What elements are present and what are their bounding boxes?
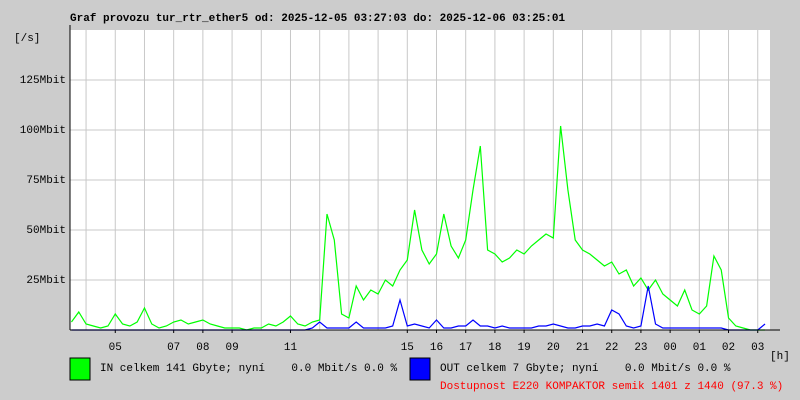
x-tick-label: 20 bbox=[547, 342, 560, 354]
x-tick-label: 09 bbox=[225, 342, 238, 354]
y-unit-label: [/s] bbox=[14, 33, 40, 45]
y-tick-label: 100Mbit bbox=[20, 125, 66, 137]
series-line bbox=[70, 125, 766, 331]
x-tick-label: 23 bbox=[634, 342, 647, 354]
x-tick-label: 08 bbox=[196, 342, 209, 354]
availability-note: Dostupnost E220 KOMPAKTOR semik 1401 z 1… bbox=[440, 381, 783, 393]
x-tick-label: 03 bbox=[751, 342, 764, 354]
x-tick-label: 00 bbox=[664, 342, 677, 354]
x-tick-label: 07 bbox=[167, 342, 180, 354]
x-tick-label: 01 bbox=[693, 342, 707, 354]
x-tick-label: 19 bbox=[518, 342, 531, 354]
y-tick-label: 50Mbit bbox=[26, 225, 66, 237]
x-tick-label: 11 bbox=[284, 342, 298, 354]
y-tick-label: 125Mbit bbox=[20, 75, 66, 87]
x-tick-label: 18 bbox=[488, 342, 501, 354]
y-tick-label: 25Mbit bbox=[26, 275, 66, 287]
legend-swatch bbox=[69, 357, 91, 381]
y-tick-label: 75Mbit bbox=[26, 175, 66, 187]
x-unit-label: [h] bbox=[770, 351, 790, 363]
x-tick-label: 15 bbox=[401, 342, 414, 354]
x-tick-label: 21 bbox=[576, 342, 590, 354]
x-tick-label: 05 bbox=[109, 342, 122, 354]
x-tick-label: 17 bbox=[459, 342, 472, 354]
x-tick-label: 22 bbox=[605, 342, 618, 354]
x-tick-label: 02 bbox=[722, 342, 735, 354]
chart-title: Graf provozu tur_rtr_ether5 od: 2025-12-… bbox=[70, 13, 565, 25]
x-tick-label: 16 bbox=[430, 342, 443, 354]
legend-label: OUT celkem 7 Gbyte; nyní 0.0 Mbit/s 0.0 … bbox=[440, 363, 731, 375]
legend-label: IN celkem 141 Gbyte; nyní 0.0 Mbit/s 0.0… bbox=[100, 363, 397, 375]
legend-swatch bbox=[409, 357, 431, 381]
